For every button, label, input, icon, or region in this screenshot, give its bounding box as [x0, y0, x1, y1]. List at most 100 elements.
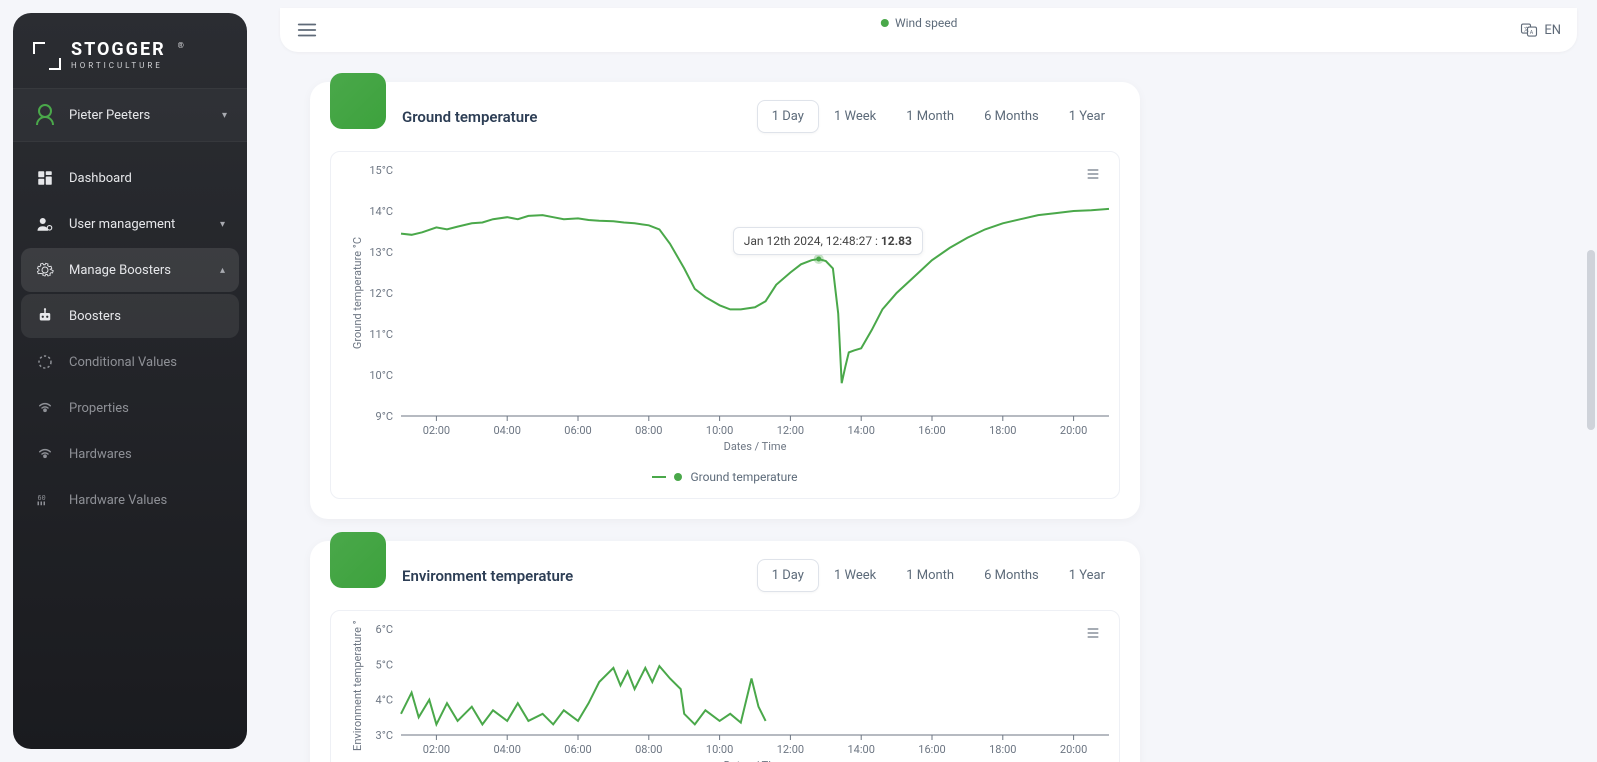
svg-text:15°C: 15°C — [369, 164, 393, 177]
svg-text:08:00: 08:00 — [635, 743, 662, 756]
chart-legend: Ground temperature — [345, 470, 1105, 484]
svg-text:04:00: 04:00 — [493, 424, 520, 437]
nav-label: Properties — [69, 401, 129, 416]
card-header: Environment temperature 1 Day1 Week1 Mont… — [330, 559, 1120, 592]
signal-icon — [35, 444, 55, 464]
range-btn-1-month[interactable]: 1 Month — [891, 559, 969, 592]
range-btn-1-day[interactable]: 1 Day — [757, 100, 819, 133]
sidebar-item-hardwares[interactable]: Hardwares — [21, 432, 239, 476]
nav-label: Conditional Values — [69, 355, 177, 370]
svg-text:9°C: 9°C — [376, 410, 393, 423]
range-btn-1-year[interactable]: 1 Year — [1054, 100, 1120, 133]
wind-speed-legend-partial: Wind speed — [881, 16, 957, 30]
svg-text:18:00: 18:00 — [989, 424, 1016, 437]
svg-text:10°C: 10°C — [369, 369, 393, 382]
chevron-down-icon: ▾ — [222, 110, 227, 121]
range-btn-1-week[interactable]: 1 Week — [819, 100, 891, 133]
legend-line-icon — [652, 476, 666, 478]
svg-text:12:00: 12:00 — [777, 424, 804, 437]
sidebar-item-properties[interactable]: Properties — [21, 386, 239, 430]
svg-text:13°C: 13°C — [369, 246, 393, 259]
svg-text:Dates / Time: Dates / Time — [724, 440, 787, 453]
range-btn-1-week[interactable]: 1 Week — [819, 559, 891, 592]
user-avatar-icon — [33, 103, 57, 127]
range-btn-6-months[interactable]: 6 Months — [969, 100, 1054, 133]
svg-text:02:00: 02:00 — [423, 424, 450, 437]
content-scroll[interactable]: Ground temperature1 Day1 Week1 Month6 Mo… — [260, 52, 1597, 762]
sidebar-item-conditional[interactable]: Conditional Values — [21, 340, 239, 384]
card-title: Ground temperature — [402, 108, 537, 126]
svg-text:20:00: 20:00 — [1060, 743, 1087, 756]
brand-reg: ® — [178, 41, 184, 50]
main: Wind speed 文A EN Ground temperature 1 Day… — [260, 0, 1597, 762]
nav-label: Manage Boosters — [69, 263, 171, 278]
counter-icon: 60 — [35, 490, 55, 510]
robot-icon — [35, 306, 55, 326]
svg-text:3°C: 3°C — [376, 729, 393, 742]
nav: Dashboard User management ▾ Manage Boosters… — [13, 142, 247, 536]
svg-text:08:00: 08:00 — [635, 424, 662, 437]
svg-text:14°C: 14°C — [369, 205, 393, 218]
gear-icon — [35, 260, 55, 280]
dashboard-icon — [35, 168, 55, 188]
sidebar-item-hw-values[interactable]: 60 Hardware Values — [21, 478, 239, 522]
legend-label: Ground temperature — [690, 470, 797, 484]
sidebar-item-user-mgmt[interactable]: User management ▾ — [21, 202, 239, 246]
brand-sub: HORTICULTURE — [71, 62, 166, 70]
card-env-temp: Environment temperature 1 Day1 Week1 Mont… — [310, 541, 1140, 762]
svg-text:11°C: 11°C — [369, 328, 393, 341]
svg-text:A: A — [1530, 30, 1534, 36]
range-toggle: 1 Day1 Week1 Month6 Months1 Year — [757, 100, 1120, 133]
chart-wrap: 9°C 10°C 11°C 12°C 13°C 14°C 15°C 02:00 04:00 06:… — [330, 151, 1120, 499]
nav-label: Dashboard — [69, 171, 132, 186]
user-name: Pieter Peeters — [69, 108, 210, 123]
language-switch[interactable]: 文A EN — [1520, 21, 1561, 39]
nav-label: Boosters — [69, 309, 121, 324]
range-btn-1-month[interactable]: 1 Month — [891, 100, 969, 133]
svg-text:20:00: 20:00 — [1060, 424, 1087, 437]
svg-text:04:00: 04:00 — [493, 743, 520, 756]
legend-dot-icon — [881, 19, 889, 27]
chart-menu-button[interactable] — [1081, 162, 1105, 186]
card-header: Ground temperature 1 Day1 Week1 Month6 Mo… — [330, 100, 1120, 133]
brand-name: STOGGER — [71, 41, 166, 59]
signal-icon — [35, 398, 55, 418]
svg-text:12°C: 12°C — [369, 287, 393, 300]
range-btn-1-year[interactable]: 1 Year — [1054, 559, 1120, 592]
svg-text:06:00: 06:00 — [564, 743, 591, 756]
chart-wrap: 3°C4°C5°C6°C02:0004:0006:0008:0010:0012:… — [330, 610, 1120, 762]
card-ground-temp: Ground temperature 1 Day1 Week1 Month6 Mo… — [310, 82, 1140, 519]
svg-text:12:00: 12:00 — [777, 743, 804, 756]
svg-text:Environment temperature °C: Environment temperature °C — [351, 621, 364, 751]
svg-text:18:00: 18:00 — [989, 743, 1016, 756]
sidebar-item-manage-boosters[interactable]: Manage Boosters ▴ — [21, 248, 239, 292]
range-btn-1-day[interactable]: 1 Day — [757, 559, 819, 592]
svg-text:16:00: 16:00 — [918, 743, 945, 756]
sidebar-item-boosters[interactable]: Boosters — [21, 294, 239, 338]
svg-text:4°C: 4°C — [376, 694, 393, 707]
svg-text:14:00: 14:00 — [847, 743, 874, 756]
topbar: Wind speed 文A EN — [280, 8, 1577, 52]
card-title: Environment temperature — [402, 567, 573, 585]
svg-text:5°C: 5°C — [376, 658, 393, 671]
svg-text:10:00: 10:00 — [706, 743, 733, 756]
sidebar-item-dashboard[interactable]: Dashboard — [21, 156, 239, 200]
svg-text:Ground temperature °C: Ground temperature °C — [351, 237, 364, 349]
nav-label: Hardwares — [69, 447, 132, 462]
range-btn-6-months[interactable]: 6 Months — [969, 559, 1054, 592]
sidebar: STOGGER HORTICULTURE ® Pieter Peeters ▾ … — [13, 13, 247, 749]
sidebar-toggle-button[interactable] — [296, 19, 318, 41]
nav-label: Hardware Values — [69, 493, 167, 508]
circle-dash-icon — [35, 352, 55, 372]
translate-icon: 文A — [1520, 21, 1538, 39]
scrollbar-thumb[interactable] — [1587, 250, 1595, 430]
nav-label: User management — [69, 217, 175, 232]
chevron-down-icon: ▾ — [220, 219, 225, 230]
chevron-up-icon: ▴ — [220, 265, 225, 276]
chart-svg: 9°C 10°C 11°C 12°C 13°C 14°C 15°C 02:00 04:00 06:… — [345, 162, 1125, 462]
svg-text:06:00: 06:00 — [564, 424, 591, 437]
brand-logo: STOGGER HORTICULTURE ® — [13, 13, 247, 88]
chart-menu-button[interactable] — [1081, 621, 1105, 645]
svg-text:10:00: 10:00 — [706, 424, 733, 437]
user-menu[interactable]: Pieter Peeters ▾ — [13, 88, 247, 142]
